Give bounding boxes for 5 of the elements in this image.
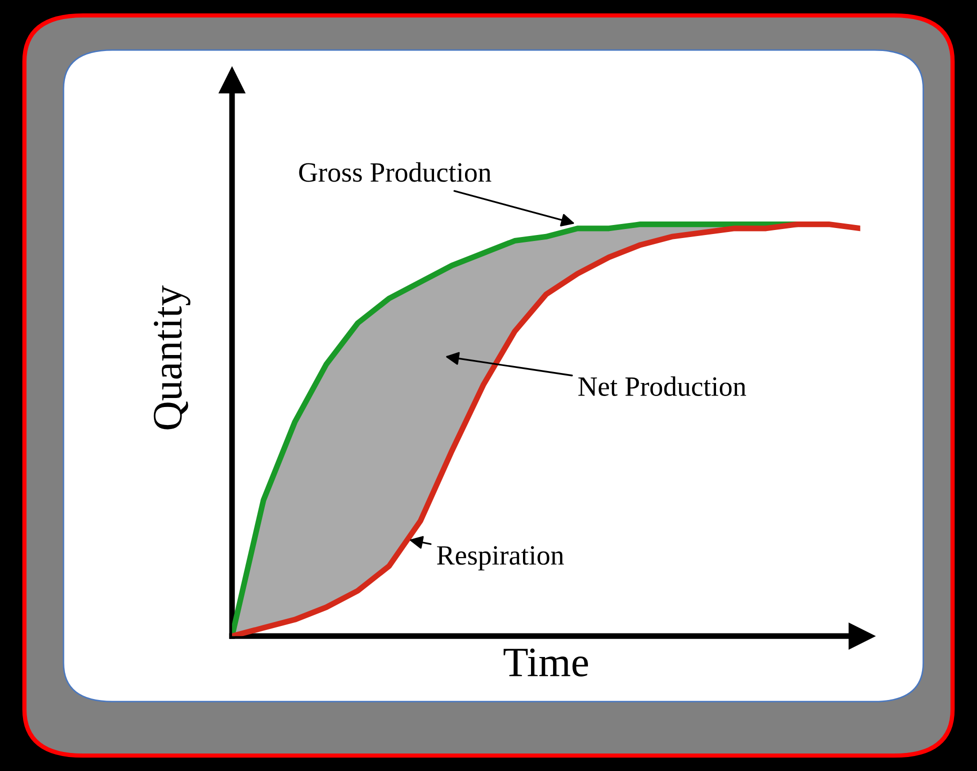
series-label: Respiration — [437, 546, 564, 570]
x-axis-title: Time — [504, 648, 588, 677]
text: Gross Production — [299, 162, 492, 182]
annotation: Net Production — [578, 376, 746, 396]
y-axis-title: Quantity — [154, 285, 190, 430]
